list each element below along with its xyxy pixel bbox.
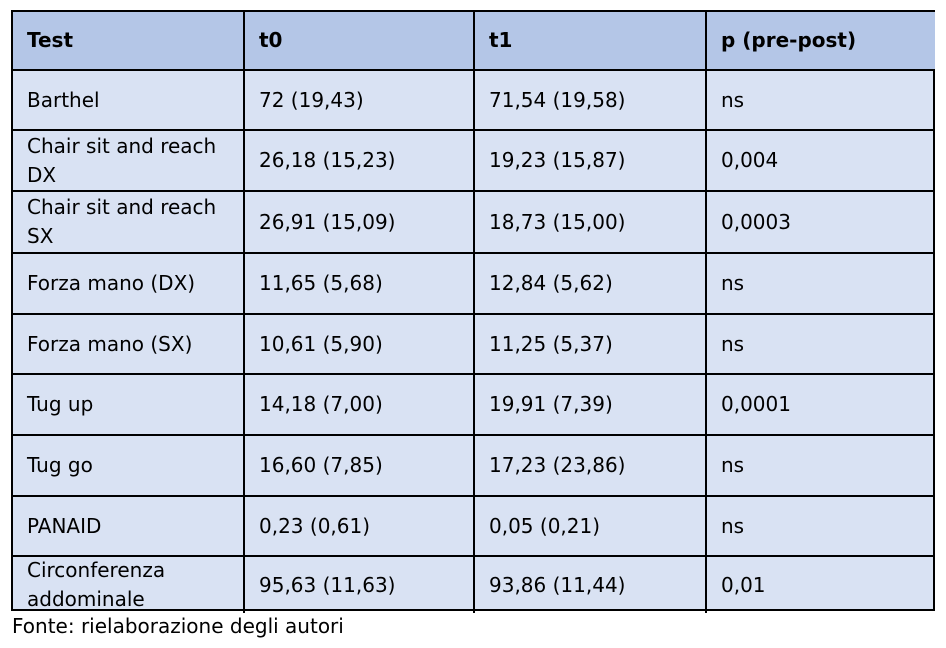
header-cell: Test [13,12,245,71]
table-cell: 0,0003 [707,192,935,254]
header-cell: t0 [245,12,475,71]
table: Test t0 t1 p (pre-post) Barthel 72 (19,43) 71,… [11,10,935,613]
table-cell: Forza mano (SX) [13,315,245,375]
table-cell: 71,54 (19,58) [475,71,707,131]
table-cell: 12,84 (5,62) [475,254,707,315]
table-cell: 16,60 (7,85) [245,436,475,497]
table-cell: Circonferenza addominale [13,557,245,613]
table-cell: Barthel [13,71,245,131]
table-cell: Forza mano (DX) [13,254,245,315]
table-cell: 14,18 (7,00) [245,375,475,436]
table-cell: 19,23 (15,87) [475,131,707,192]
table-cell: 0,01 [721,572,766,597]
table-cell: 18,73 (15,00) [475,192,707,254]
table-cell: 11,25 (5,37) [475,315,707,375]
table-cell: ns [707,71,935,131]
table-cell: Tug up [13,375,245,436]
table-cell: 26,91 (15,09) [245,192,475,254]
table-cell: ns [707,436,935,497]
header-cell: p (pre-post) [707,12,935,71]
table-cell: 19,91 (7,39) [475,375,707,436]
table-cell: ns [707,315,935,375]
table-cell: 17,23 (23,86) [475,436,707,497]
table-cell: PANAID [13,497,245,557]
table-cell: ns [707,497,935,557]
table-cell: 0,23 (0,61) [245,497,475,557]
table-cell: 93,86 (11,44) [475,557,707,613]
table-cell: 72 (19,43) [245,71,475,131]
table-cell: Tug go [13,436,245,497]
table-cell: 95,63 (11,63) [245,557,475,613]
table-cell: Chair sit and reach SX [13,192,245,254]
table-cell: ns [707,254,935,315]
table-cell: 26,18 (15,23) [245,131,475,192]
table-cell: 10,61 (5,90) [245,315,475,375]
table-cell: 11,65 (5,68) [245,254,475,315]
table-cell: Chair sit and reach DX [13,131,245,192]
table-cell: 0,0001 [707,375,935,436]
caption: Fonte: rielaborazione degli autori [12,614,344,638]
table-cell: 0,05 (0,21) [475,497,707,557]
table-cell: 0,004 [707,131,935,192]
header-cell: t1 [475,12,707,71]
